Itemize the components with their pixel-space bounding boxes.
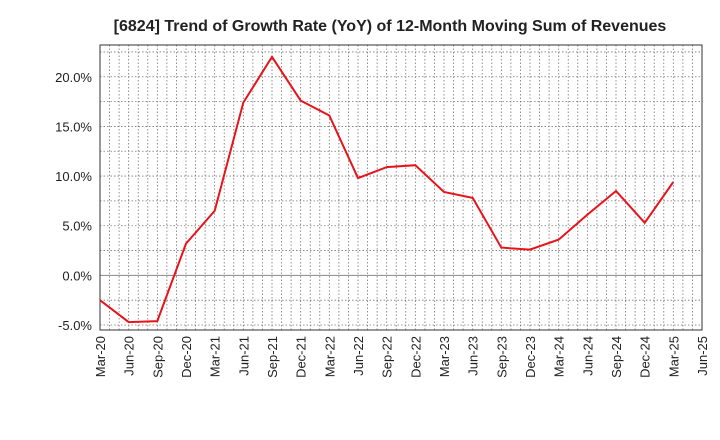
- x-axis-tick-labels: Mar-20 Jun-20 Sep-20 Dec-20 Mar-21 Jun-21 Sep-…: [93, 336, 710, 378]
- x-tick-label: Mar-21: [208, 336, 223, 377]
- series-layer: [99, 55, 675, 324]
- x-tick-label: Jun-20: [122, 336, 137, 376]
- y-tick-label: 10.0%: [55, 169, 92, 184]
- x-tick-label: Dec-23: [523, 336, 538, 378]
- x-tick-label: Sep-21: [265, 336, 280, 378]
- chart-title: [6824] Trend of Growth Rate (YoY) of 12-…: [114, 18, 667, 35]
- x-tick-label: Dec-24: [638, 336, 653, 378]
- series-line: [99, 55, 675, 324]
- x-tick-label: Mar-20: [93, 336, 108, 377]
- x-tick-label: Dec-22: [408, 336, 423, 378]
- x-tick-label: Jun-24: [580, 336, 595, 376]
- x-tick-label: Dec-21: [294, 336, 309, 378]
- x-tick-label: Jun-21: [236, 336, 251, 376]
- x-tick-label: Sep-22: [380, 336, 395, 378]
- x-tick-label: Mar-22: [322, 336, 337, 377]
- y-tick-label: 0.0%: [62, 268, 92, 283]
- x-tick-label: Sep-20: [150, 336, 165, 378]
- x-tick-label: Mar-25: [666, 336, 681, 377]
- x-tick-label: Dec-20: [179, 336, 194, 378]
- y-tick-label: 5.0%: [62, 219, 92, 234]
- x-tick-label: Jun-23: [466, 336, 481, 376]
- y-tick-label: -5.0%: [58, 318, 92, 333]
- y-axis-tick-labels: -5.0% 0.0% 5.0% 10.0% 15.0% 20.0%: [55, 70, 92, 333]
- x-tick-label: Sep-24: [609, 336, 624, 378]
- x-tick-label: Sep-23: [494, 336, 509, 378]
- grid-lines: [100, 45, 702, 330]
- x-tick-label: Mar-23: [437, 336, 452, 377]
- x-tick-label: Jun-22: [351, 336, 366, 376]
- y-tick-label: 15.0%: [55, 119, 92, 134]
- x-tick-label: Jun-25: [695, 336, 710, 376]
- x-tick-label: Mar-24: [552, 336, 567, 377]
- plot-area: [99, 44, 703, 331]
- y-tick-label: 20.0%: [55, 70, 92, 85]
